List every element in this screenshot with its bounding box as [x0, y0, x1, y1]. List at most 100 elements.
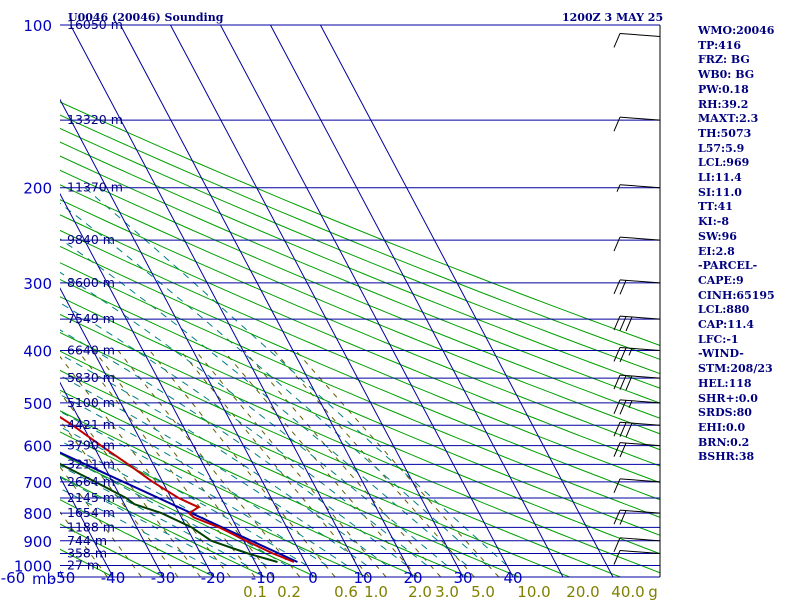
temperature-tick-label: -50 [51, 569, 76, 587]
wind-barb [613, 399, 661, 415]
barb-full [619, 347, 627, 363]
parcel-line [60, 451, 298, 563]
index-item: EI:2.8 [698, 244, 735, 258]
barb-full [613, 399, 621, 415]
pressure-tick-label: 700 [23, 474, 52, 492]
index-item: SW:96 [698, 229, 737, 243]
wind-barb [613, 421, 661, 438]
barb-full [619, 400, 627, 415]
pressure-tick-label: 100 [23, 17, 52, 35]
barb-full [613, 442, 621, 457]
moist-adiabat [60, 271, 448, 566]
index-item: PW:0.18 [698, 82, 749, 96]
index-item: TH:5073 [698, 126, 752, 140]
isotherm [319, 25, 614, 577]
pressure-tick-label: 1000 [14, 558, 52, 576]
barb-staff [619, 442, 661, 447]
temperature-tick-label: 40 [503, 569, 522, 587]
mixing-ratio-line [194, 350, 387, 577]
isotherm [69, 25, 364, 577]
mixing-ratio-labels: 0.1 0.2 0.6 1.0 2.0 3.0 5.0 10.0 20.0 40.0 g [243, 583, 658, 600]
barb-staff [619, 32, 661, 37]
isotherm [269, 25, 564, 577]
height-label: 16050 m [67, 17, 123, 32]
isotherm [60, 475, 114, 577]
wind-barb [613, 550, 661, 565]
height-label: 744 m [67, 533, 107, 548]
barb-staff [619, 478, 661, 483]
pressure-tick-label: 500 [23, 395, 52, 413]
barb-full [625, 375, 633, 391]
barb-full [619, 442, 627, 458]
barb-full [619, 316, 627, 331]
indices-panel: WMO:20046 TP:416 FRZ: BG WB0: BG PW:0.18 RH:3… [698, 24, 798, 465]
height-label: 2145 m [67, 490, 115, 505]
index-item: WB0: BG [698, 68, 755, 82]
pressure-unit-label: mb [32, 570, 56, 588]
pressure-tick-label: 300 [23, 275, 52, 293]
index-item: STM:208/23 [698, 362, 773, 376]
dewpoint-line [60, 462, 278, 563]
moist-adiabat [60, 453, 268, 566]
dry-adiabat [60, 199, 660, 451]
index-item: MAXT:2.3 [698, 112, 759, 126]
index-item: SRDS:80 [698, 406, 752, 420]
barb-full [613, 347, 621, 362]
barb-staff [619, 537, 661, 542]
mixing-ratio-lines [60, 350, 500, 577]
dry-adiabat [60, 141, 660, 389]
dry-adiabat [60, 169, 660, 419]
height-label: 27 m [67, 558, 99, 573]
mixing-ratio-label: 5.0 [471, 583, 495, 600]
isotherm [60, 98, 314, 577]
isotherm [60, 287, 214, 577]
dry-adiabat [60, 245, 660, 501]
moist-adiabat [60, 487, 208, 566]
wind-barb [613, 346, 661, 363]
moist-adiabat [60, 426, 308, 566]
index-item: CINH:65195 [698, 288, 775, 302]
barb-staff [619, 236, 661, 241]
pressure-tick-labels: 100 200 300 400 500 600 700 800 900 1000 [14, 17, 52, 576]
isotherm [60, 192, 264, 577]
wind-barb [613, 478, 661, 494]
height-label: 5830 m [67, 370, 115, 385]
mixing-ratio-line [60, 355, 231, 577]
index-item: SHR+:0.0 [698, 391, 758, 405]
mixing-ratio-line [179, 350, 370, 577]
height-label: 2664 m [67, 474, 115, 489]
dry-adiabats [60, 101, 660, 577]
dry-adiabat [60, 114, 660, 360]
dry-adiabat [60, 184, 660, 435]
mixing-ratio-line [243, 350, 442, 577]
index-item: BRN:0.2 [698, 435, 750, 449]
height-label: 4421 m [67, 417, 115, 432]
mixing-ratio-line [93, 350, 274, 577]
barb-full [625, 422, 633, 438]
date-time-label: 1200Z 3 MAY 25 [562, 11, 663, 24]
barb-full [613, 537, 621, 553]
wind-barb [613, 116, 661, 132]
dry-adiabat [60, 313, 660, 574]
mixing-ratio-line [77, 350, 256, 577]
isotherm [219, 25, 514, 577]
pressure-tick-label: 900 [23, 533, 52, 551]
dewpoint-trace [60, 462, 278, 563]
height-label: 11370 m [67, 180, 123, 195]
index-item: -WIND- [698, 347, 744, 361]
temperature-tick-label: 0 [308, 569, 318, 587]
index-item: LCL:969 [698, 156, 750, 170]
mixing-ratio-label: 3.0 [435, 583, 459, 600]
dry-adiabat [60, 410, 418, 577]
dry-adiabat [60, 431, 368, 577]
dry-adiabat [60, 475, 266, 577]
mixing-ratio-line [223, 350, 418, 577]
dry-adiabat [60, 229, 660, 484]
height-label: 3211 m [67, 456, 115, 471]
dry-adiabat [60, 296, 660, 555]
wind-barb [613, 442, 661, 458]
mixing-ratio-line [273, 350, 475, 577]
barb-staff [619, 421, 661, 426]
barb-full [619, 375, 627, 390]
mixing-ratio-label: 2.0 [408, 583, 432, 600]
